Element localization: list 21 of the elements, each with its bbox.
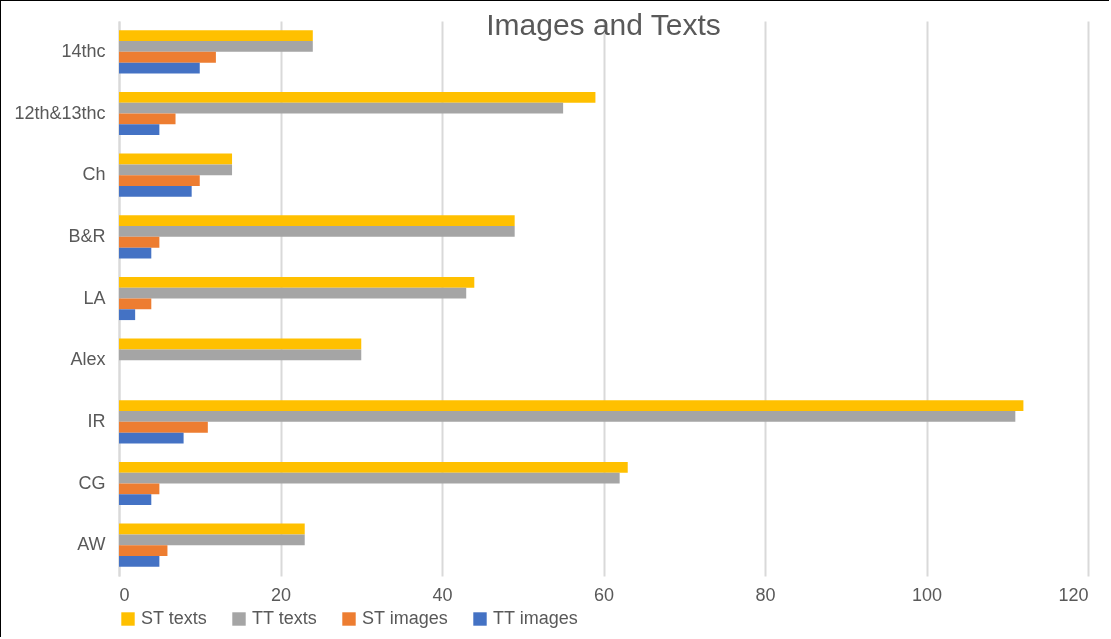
legend-label: TT images bbox=[493, 608, 578, 628]
legend-label: TT texts bbox=[252, 608, 317, 628]
legend-label: ST texts bbox=[141, 608, 207, 628]
x-tick-label: 0 bbox=[119, 584, 130, 605]
x-tick-label: 80 bbox=[755, 584, 776, 605]
x-tick-label: 100 bbox=[911, 584, 943, 605]
y-tick-label: 14thc bbox=[61, 40, 106, 61]
x-tick-label: 40 bbox=[432, 584, 453, 605]
legend-label: ST images bbox=[362, 608, 448, 628]
y-tick-label: Ch bbox=[82, 164, 106, 185]
y-tick-label: Alex bbox=[70, 349, 106, 370]
y-tick-label: B&R bbox=[68, 225, 106, 246]
y-tick-label: LA bbox=[83, 287, 106, 308]
y-tick-label: IR bbox=[87, 410, 106, 431]
y-tick-label: AW bbox=[77, 534, 106, 555]
x-tick-label: 60 bbox=[593, 584, 615, 605]
y-tick-label: CG bbox=[78, 472, 106, 493]
chart-title: Images and Texts bbox=[486, 8, 721, 41]
x-tick-label: 20 bbox=[270, 584, 292, 605]
y-tick-label: 12th&13thc bbox=[14, 102, 106, 123]
x-tick-label: 120 bbox=[1058, 584, 1089, 605]
